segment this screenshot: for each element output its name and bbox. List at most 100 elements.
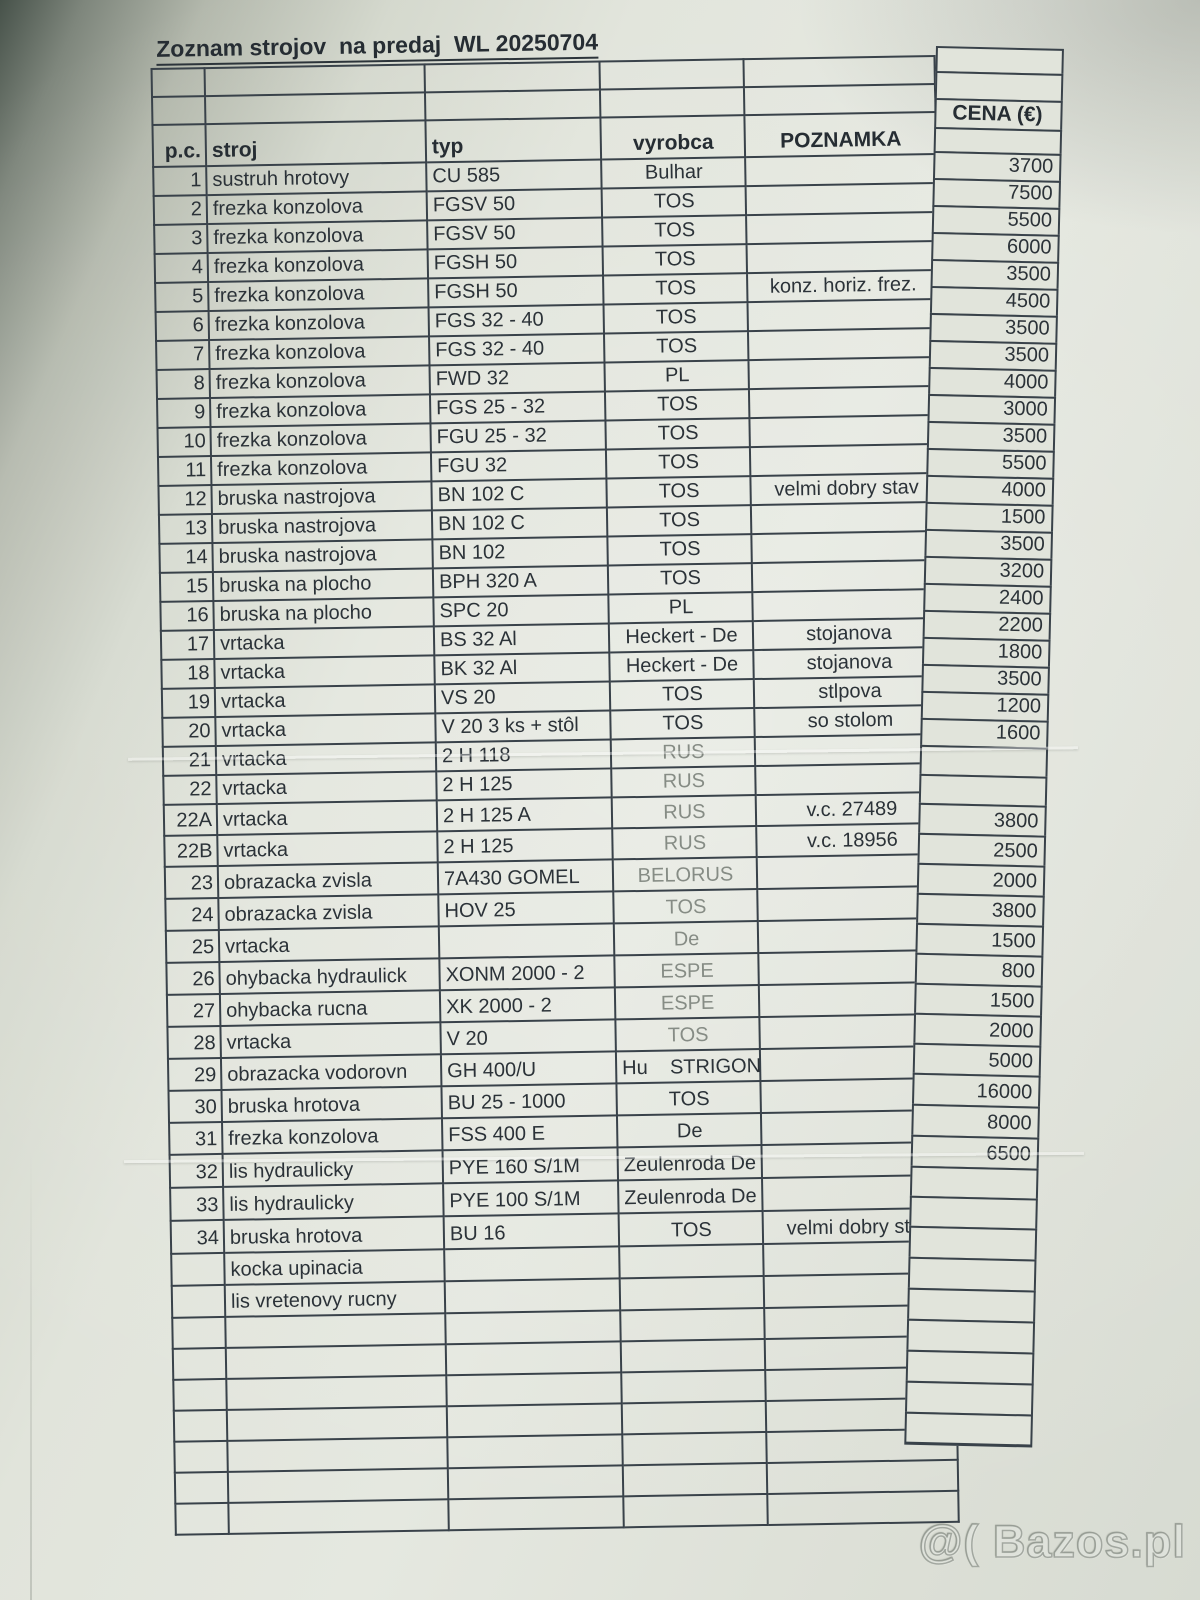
cell-poznamka	[749, 414, 941, 448]
cell-pc: 27	[166, 993, 221, 1027]
cell-vyrobca: De	[613, 921, 759, 956]
cell-stroj: lis hydraulicky	[222, 1150, 444, 1187]
cell-poznamka	[750, 501, 943, 535]
cell-empty	[151, 68, 206, 97]
cell-typ: BU 16	[443, 1213, 620, 1250]
cell-stroj: ohybacka rucna	[219, 990, 441, 1026]
cell-stroj: bruska hrotova	[223, 1216, 445, 1253]
cell-typ: 2 H 125	[436, 768, 612, 801]
cell-empty	[621, 1369, 766, 1404]
cell-pc: 21	[162, 746, 217, 776]
cell-empty	[227, 1437, 448, 1472]
cell-empty	[447, 1465, 624, 1500]
cell-pc: 25	[165, 929, 220, 963]
cell-stroj: obrazacka zvisla	[217, 862, 439, 898]
cell-pc: 11	[157, 456, 212, 486]
cell-typ: FGSH 50	[427, 246, 604, 279]
header-pc: p.c.	[152, 124, 207, 167]
cell-vyrobca: Zeulenroda De	[617, 1145, 763, 1181]
cell-pc: 24	[165, 897, 219, 931]
cell-poznamka	[751, 530, 943, 564]
cell-empty	[620, 1338, 766, 1373]
cell-typ: FGS 32 - 40	[428, 304, 604, 337]
cell-typ: PYE 160 S/1M	[442, 1147, 619, 1184]
cell-stroj: frezka konzolova	[222, 1118, 443, 1154]
watermark: @( Bazos.pl	[918, 1515, 1186, 1568]
cell-pc: 2	[153, 195, 208, 225]
cell-vyrobca: Heckert - De	[609, 650, 754, 682]
cell-empty	[445, 1341, 622, 1376]
cell-empty	[446, 1403, 623, 1438]
cell-typ: XK 2000 - 2	[439, 987, 616, 1023]
cell-stroj: bruska nastrojova	[211, 510, 433, 544]
cell-pc	[171, 1284, 226, 1318]
cell-pc: 15	[159, 572, 214, 602]
cell-stroj: vrtacka	[213, 626, 435, 660]
cell-stroj: obrazacka zvisla	[218, 894, 439, 930]
cell-empty	[225, 1344, 447, 1379]
cell-stroj: vrtacka	[218, 926, 440, 962]
cell-empty	[204, 64, 425, 97]
cell-poznamka	[755, 762, 947, 796]
cell-typ: FGU 25 - 32	[430, 420, 606, 453]
cell-empty	[424, 89, 601, 121]
cell-stroj: vrtacka	[216, 771, 437, 804]
cell-vyrobca: TOS	[602, 244, 748, 276]
cell-pc: 18	[161, 659, 215, 689]
page-title: Zoznam strojov na predaj WL 20250704	[155, 28, 599, 66]
cell-poznamka: stojanova	[753, 646, 945, 680]
cell-typ: PYE 100 S/1M	[443, 1180, 619, 1217]
header-poznamka: POZNAMKA	[744, 111, 937, 158]
cell-vyrobca: TOS	[616, 1081, 761, 1116]
cell-vyrobca: TOS	[605, 418, 750, 450]
cell-empty	[448, 1496, 624, 1531]
cell-vyrobca: Zeulenroda De	[618, 1178, 763, 1214]
cell-empty	[172, 1347, 227, 1380]
cell-stroj: frezka konzolova	[207, 249, 429, 283]
cell-stroj: frezka konzolova	[210, 452, 432, 486]
cell-typ: FGU 32	[430, 449, 607, 482]
cell-empty	[445, 1310, 621, 1345]
cell-typ: FGSH 50	[428, 275, 604, 308]
cell-stroj: lis hydraulicky	[223, 1183, 444, 1220]
cell-stroj: bruska na plocho	[212, 568, 434, 602]
cell-typ: SPC 20	[433, 594, 609, 627]
cell-pc: 10	[157, 427, 211, 457]
cell-poznamka: so stolom	[754, 704, 946, 738]
cell-poznamka	[751, 559, 944, 593]
cell-typ: FGSV 50	[427, 217, 603, 250]
cell-vyrobca: PL	[604, 360, 749, 392]
cell-vyrobca: TOS	[602, 215, 747, 247]
cell-empty	[174, 1440, 228, 1473]
cell-pc: 20	[162, 717, 216, 747]
cell-stroj: frezka konzolova	[210, 394, 431, 428]
cell-pc: 1	[153, 166, 207, 196]
cell-stroj: vrtacka	[220, 1022, 441, 1058]
cell-empty	[205, 92, 426, 125]
cell-typ	[438, 923, 615, 959]
cell-typ: 2 H 125	[437, 828, 613, 863]
cell-vyrobca: TOS	[618, 1211, 764, 1247]
cell-stroj: frezka konzolova	[206, 191, 428, 225]
cell-empty	[620, 1307, 765, 1342]
cell-pc: 34	[170, 1219, 225, 1254]
cell-vyrobca: ESPE	[614, 953, 759, 988]
cell-stroj: frezka konzolova	[208, 307, 430, 341]
cell-vyrobca: RUS	[611, 766, 756, 798]
cell-vyrobca: Hu STRIGON	[615, 1049, 761, 1084]
cell-poznamka	[747, 327, 940, 361]
cell-empty	[599, 87, 745, 118]
price-empty-cell	[904, 1411, 1033, 1448]
cell-stroj: vrtacka	[217, 831, 438, 866]
cell-stroj: sustruh hrotovy	[206, 162, 427, 196]
cell-empty	[174, 1471, 229, 1504]
cell-vyrobca: TOS	[606, 505, 752, 537]
cell-vyrobca: RUS	[611, 795, 757, 829]
cell-empty	[621, 1400, 767, 1435]
cell-poznamka	[745, 182, 938, 216]
cell-vyrobca	[619, 1244, 764, 1279]
cell-stroj: kocka upinacia	[224, 1249, 445, 1285]
cell-typ: BPH 320 A	[432, 565, 609, 598]
cell-stroj: obrazacka vodorovn	[220, 1054, 442, 1090]
cell-typ: XONM 2000 - 2	[439, 955, 615, 991]
